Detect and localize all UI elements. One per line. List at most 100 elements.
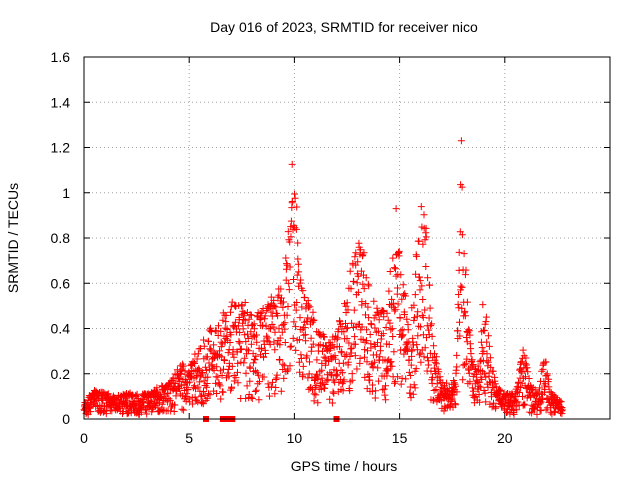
- data-point-marker: [281, 325, 289, 333]
- data-point-marker: [348, 370, 356, 378]
- data-point-marker: [478, 328, 486, 336]
- data-point-marker: [454, 300, 462, 308]
- data-point-marker: [326, 395, 334, 403]
- data-point-marker: [346, 353, 354, 360]
- data-point-marker: [340, 376, 348, 384]
- data-point-marker: [357, 267, 365, 275]
- data-point-marker: [414, 308, 422, 316]
- data-point-marker: [283, 261, 291, 269]
- data-point-marker: [418, 282, 426, 290]
- data-point-marker: [425, 314, 433, 322]
- data-point-marker: [300, 331, 308, 339]
- data-point-marker: [313, 372, 321, 380]
- data-point-marker: [346, 387, 354, 395]
- data-point-marker: [221, 324, 229, 332]
- data-point-marker: [416, 277, 424, 285]
- data-point-marker: [383, 357, 391, 365]
- data-point-marker: [249, 359, 257, 367]
- data-point-marker: [366, 376, 374, 384]
- data-point-marker: [394, 300, 402, 308]
- data-point-marker: [297, 276, 305, 284]
- data-point-marker: [458, 304, 466, 312]
- data-point-marker: [362, 274, 370, 282]
- data-point-marker: [519, 346, 527, 354]
- data-point-marker: [520, 400, 528, 408]
- data-point-marker: [87, 408, 95, 416]
- data-point-marker: [267, 383, 275, 391]
- data-point-marker: [417, 203, 425, 211]
- data-point-marker: [251, 356, 259, 364]
- data-point-marker: [224, 369, 232, 377]
- data-point-marker: [314, 399, 322, 407]
- data-point-marker: [327, 342, 334, 350]
- data-point-marker: [453, 363, 461, 371]
- data-point-marker: [216, 382, 224, 390]
- data-point-marker: [347, 345, 355, 353]
- data-point-marker: [391, 305, 399, 313]
- data-point-marker: [387, 326, 395, 334]
- data-point-marker: [409, 334, 417, 342]
- data-point-marker: [310, 316, 318, 324]
- data-point-marker: [301, 324, 309, 332]
- data-point-marker: [334, 334, 342, 342]
- data-point-marker: [306, 303, 314, 311]
- data-point-marker: [361, 338, 369, 346]
- data-point-marker: [231, 302, 239, 310]
- data-point-marker: [379, 307, 387, 315]
- data-point-marker: [481, 327, 489, 335]
- data-point-marker: [455, 248, 463, 256]
- data-point-marker: [318, 359, 326, 367]
- data-point-marker: [284, 228, 292, 236]
- data-point-marker: [228, 384, 236, 392]
- data-point-marker: [393, 290, 401, 298]
- data-point-marker: [170, 408, 178, 415]
- data-point-marker: [197, 393, 205, 401]
- data-point-marker: [239, 325, 247, 333]
- data-point-marker: [528, 409, 536, 417]
- data-point-marker: [531, 386, 539, 394]
- data-point-marker: [245, 347, 252, 355]
- data-point-marker: [328, 399, 336, 407]
- x-axis-title: GPS time / hours: [291, 458, 398, 474]
- data-point-marker: [390, 348, 398, 356]
- data-point-marker: [319, 347, 326, 355]
- data-point-marker: [280, 374, 288, 382]
- data-point-marker: [421, 306, 429, 314]
- data-point-marker: [382, 396, 390, 404]
- data-point-marker: [486, 354, 494, 362]
- data-point-marker: [426, 304, 434, 312]
- data-point-marker: [489, 367, 497, 375]
- data-point-marker: [260, 373, 268, 381]
- data-point-marker: [383, 372, 391, 380]
- data-point-marker: [203, 380, 211, 387]
- data-point-marker: [422, 224, 430, 232]
- data-point-marker: [451, 400, 459, 408]
- data-point-marker: [236, 339, 244, 347]
- data-point-marker: [226, 339, 234, 346]
- data-point-marker: [267, 325, 274, 333]
- data-point-marker: [194, 350, 202, 358]
- data-point-marker: [309, 308, 317, 316]
- data-point-marker: [176, 377, 184, 385]
- data-point-marker: [470, 387, 477, 395]
- data-point-marker: [240, 359, 248, 367]
- data-point-marker: [276, 341, 284, 349]
- data-point-marker: [264, 334, 272, 342]
- data-point-marker: [199, 369, 207, 377]
- data-point-marker: [436, 396, 443, 404]
- data-point-marker: [482, 373, 490, 381]
- x-tick-label: 5: [185, 430, 193, 446]
- data-point-marker: [270, 302, 278, 310]
- data-point-marker: [210, 341, 218, 349]
- data-point-marker: [203, 394, 211, 402]
- data-point-marker: [291, 190, 298, 198]
- data-point-marker: [518, 369, 526, 377]
- data-point-marker: [230, 353, 238, 361]
- data-point-marker: [396, 314, 404, 322]
- data-point-marker: [414, 332, 422, 340]
- data-point-marker: [171, 379, 179, 387]
- data-point-marker: [458, 283, 466, 291]
- data-point-marker: [255, 396, 263, 404]
- data-point-marker: [323, 377, 331, 385]
